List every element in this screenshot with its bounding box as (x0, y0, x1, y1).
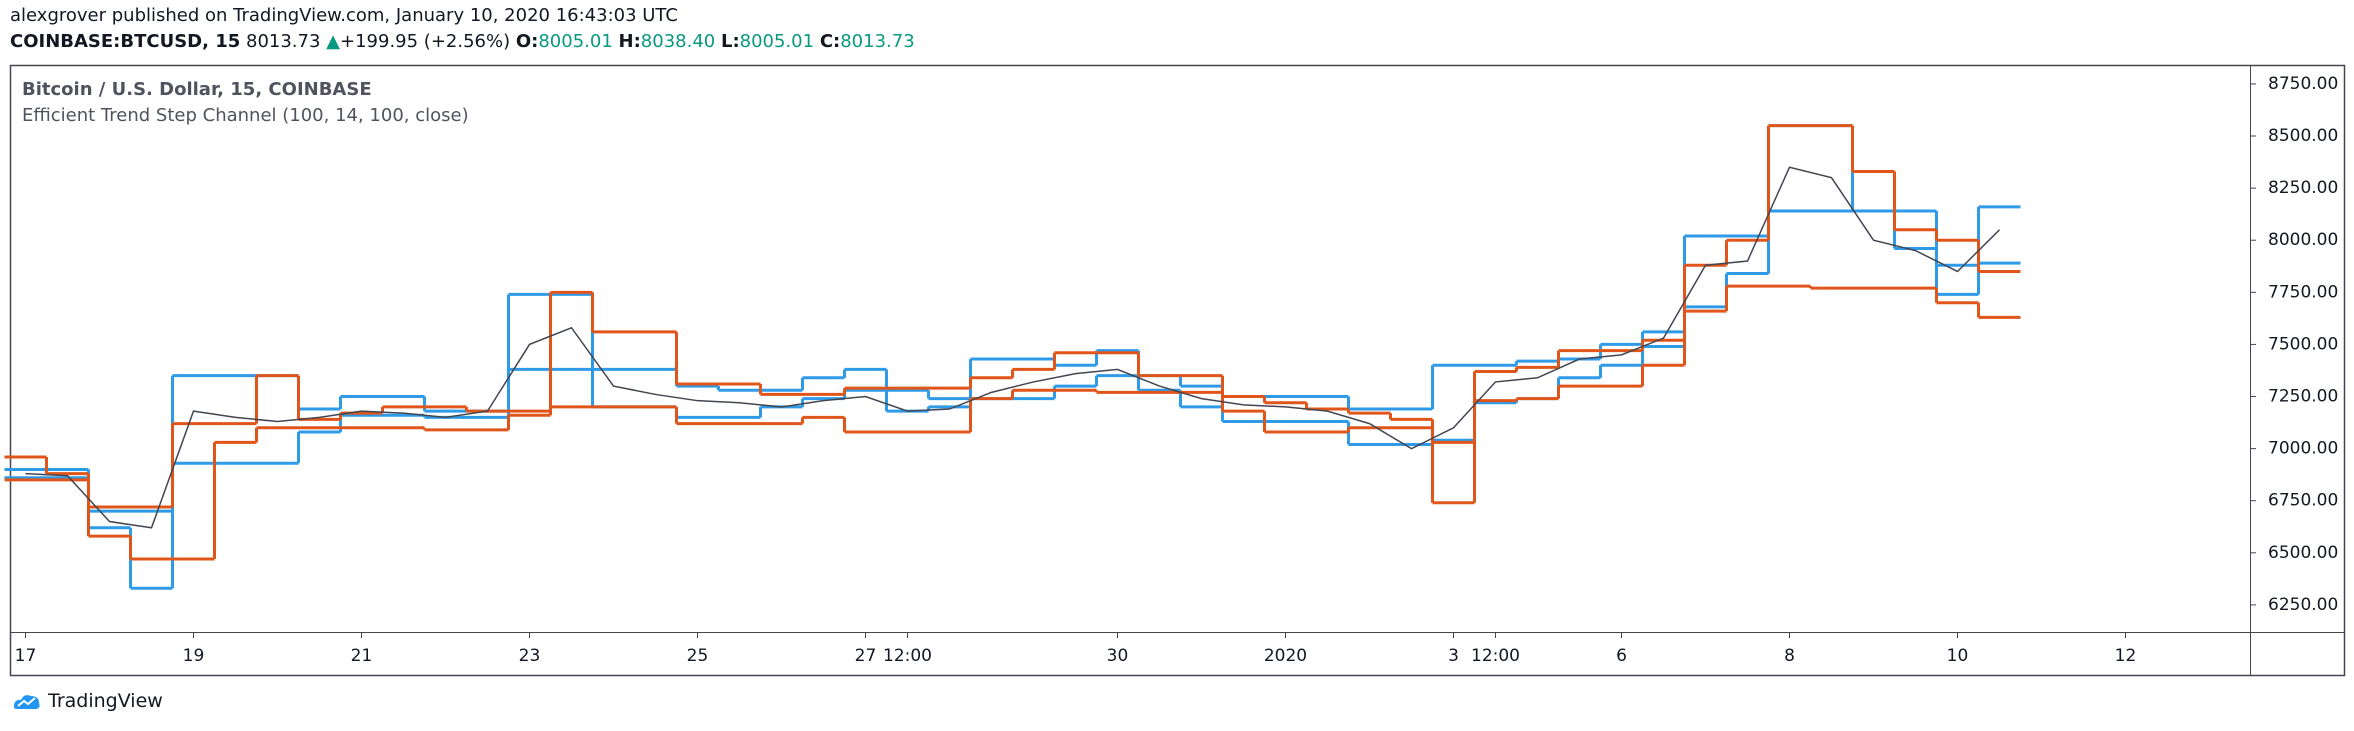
y-tick-label: 6250.00 (2268, 595, 2338, 615)
brand: TradingView (48, 690, 163, 712)
x-tick-label: 12:00 (1471, 646, 1520, 666)
x-tick-label: 25 (687, 646, 709, 666)
publish-line: alexgrover published on TradingView.com,… (10, 5, 678, 26)
y-tick-label: 8500.00 (2268, 126, 2338, 146)
y-tick-label: 6750.00 (2268, 491, 2338, 511)
x-tick-label: 21 (351, 646, 373, 666)
legend-indicator: Efficient Trend Step Channel (100, 14, 1… (22, 105, 469, 126)
y-tick-label: 7750.00 (2268, 282, 2338, 302)
x-tick-label: 27 (855, 646, 877, 666)
h-label: H: (618, 31, 641, 52)
l-label: L: (720, 31, 740, 52)
x-tick-label: 3 (1448, 646, 1459, 666)
x-tick-label: 8 (1784, 646, 1795, 666)
y-tick-label: 7500.00 (2268, 334, 2338, 354)
close: 8013.73 (840, 31, 915, 52)
y-tick-label: 7250.00 (2268, 387, 2338, 407)
x-tick-label: 17 (15, 646, 37, 666)
y-tick-label: 8250.00 (2268, 178, 2338, 198)
published: alexgrover published on TradingView.com,… (10, 5, 678, 26)
o-label: O: (515, 31, 539, 52)
x-tick-label: 12:00 (883, 646, 932, 666)
x-tick-label: 10 (1947, 646, 1969, 666)
legend-title: Bitcoin / U.S. Dollar, 15, COINBASE (22, 79, 372, 100)
low: 8005.01 (739, 31, 815, 52)
symbol: COINBASE:BTCUSD, 15 (10, 31, 241, 52)
chart-frame (9, 64, 2346, 677)
high: 8038.40 (640, 31, 716, 52)
y-tick-label: 8750.00 (2268, 74, 2338, 94)
price-line (25, 166, 2001, 529)
x-tick-label: 23 (519, 646, 541, 666)
y-tick-label: 8000.00 (2268, 230, 2338, 250)
x-tick-label: 30 (1107, 646, 1129, 666)
x-tick-label: 2020 (1264, 646, 1307, 666)
last: 8013.73 (246, 31, 321, 52)
c-label: C: (819, 31, 841, 52)
x-tick-label: 12 (2115, 646, 2137, 666)
logo (14, 695, 40, 709)
x-tick-label: 19 (183, 646, 205, 666)
x-tick-label: 6 (1616, 646, 1627, 666)
y-tick-label: 6500.00 (2268, 543, 2338, 563)
arrow: ▲ (326, 31, 341, 52)
quote-line: COINBASE:BTCUSD, 15 8013.73 ▲+199.95 (+2… (10, 31, 915, 52)
open: 8005.01 (538, 31, 613, 52)
y-tick-label: 7000.00 (2268, 439, 2338, 459)
footer: TradingView (12, 690, 163, 712)
change: +199.95 (+2.56%) (340, 31, 511, 52)
